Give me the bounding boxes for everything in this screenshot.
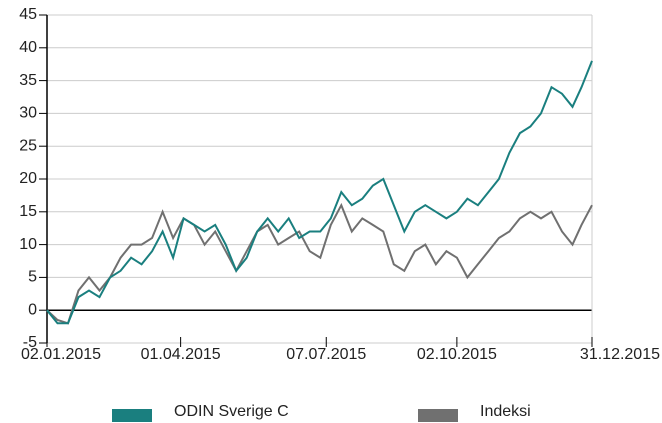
series-line [46,202,593,325]
y-tick-label: 35 [19,72,37,89]
y-tick-label: 40 [19,39,37,56]
x-tick-label: 31.12.2015 [580,346,660,363]
y-tick-label: 25 [19,137,37,154]
x-tick-label: 07.07.2015 [286,346,366,363]
y-tick-label: 15 [19,203,37,220]
legend-label: Indeksi [480,403,531,420]
x-tick-label: 02.01.2015 [21,346,101,363]
y-tick-label: 5 [28,269,37,286]
y-tick-label: -5 [23,334,37,351]
x-tick-label: 01.04.2015 [141,346,221,363]
y-tick-label: 45 [19,6,37,23]
x-tick-label: 02.10.2015 [417,346,497,363]
series-line [46,60,593,325]
legend-swatch [418,409,458,422]
y-tick-label: 0 [28,301,37,318]
legend-label: ODIN Sverige C [174,403,289,420]
legend-swatch [112,409,152,422]
y-tick-label: 10 [19,236,37,253]
y-tick-label: 20 [19,170,37,187]
y-tick-label: 30 [19,105,37,122]
